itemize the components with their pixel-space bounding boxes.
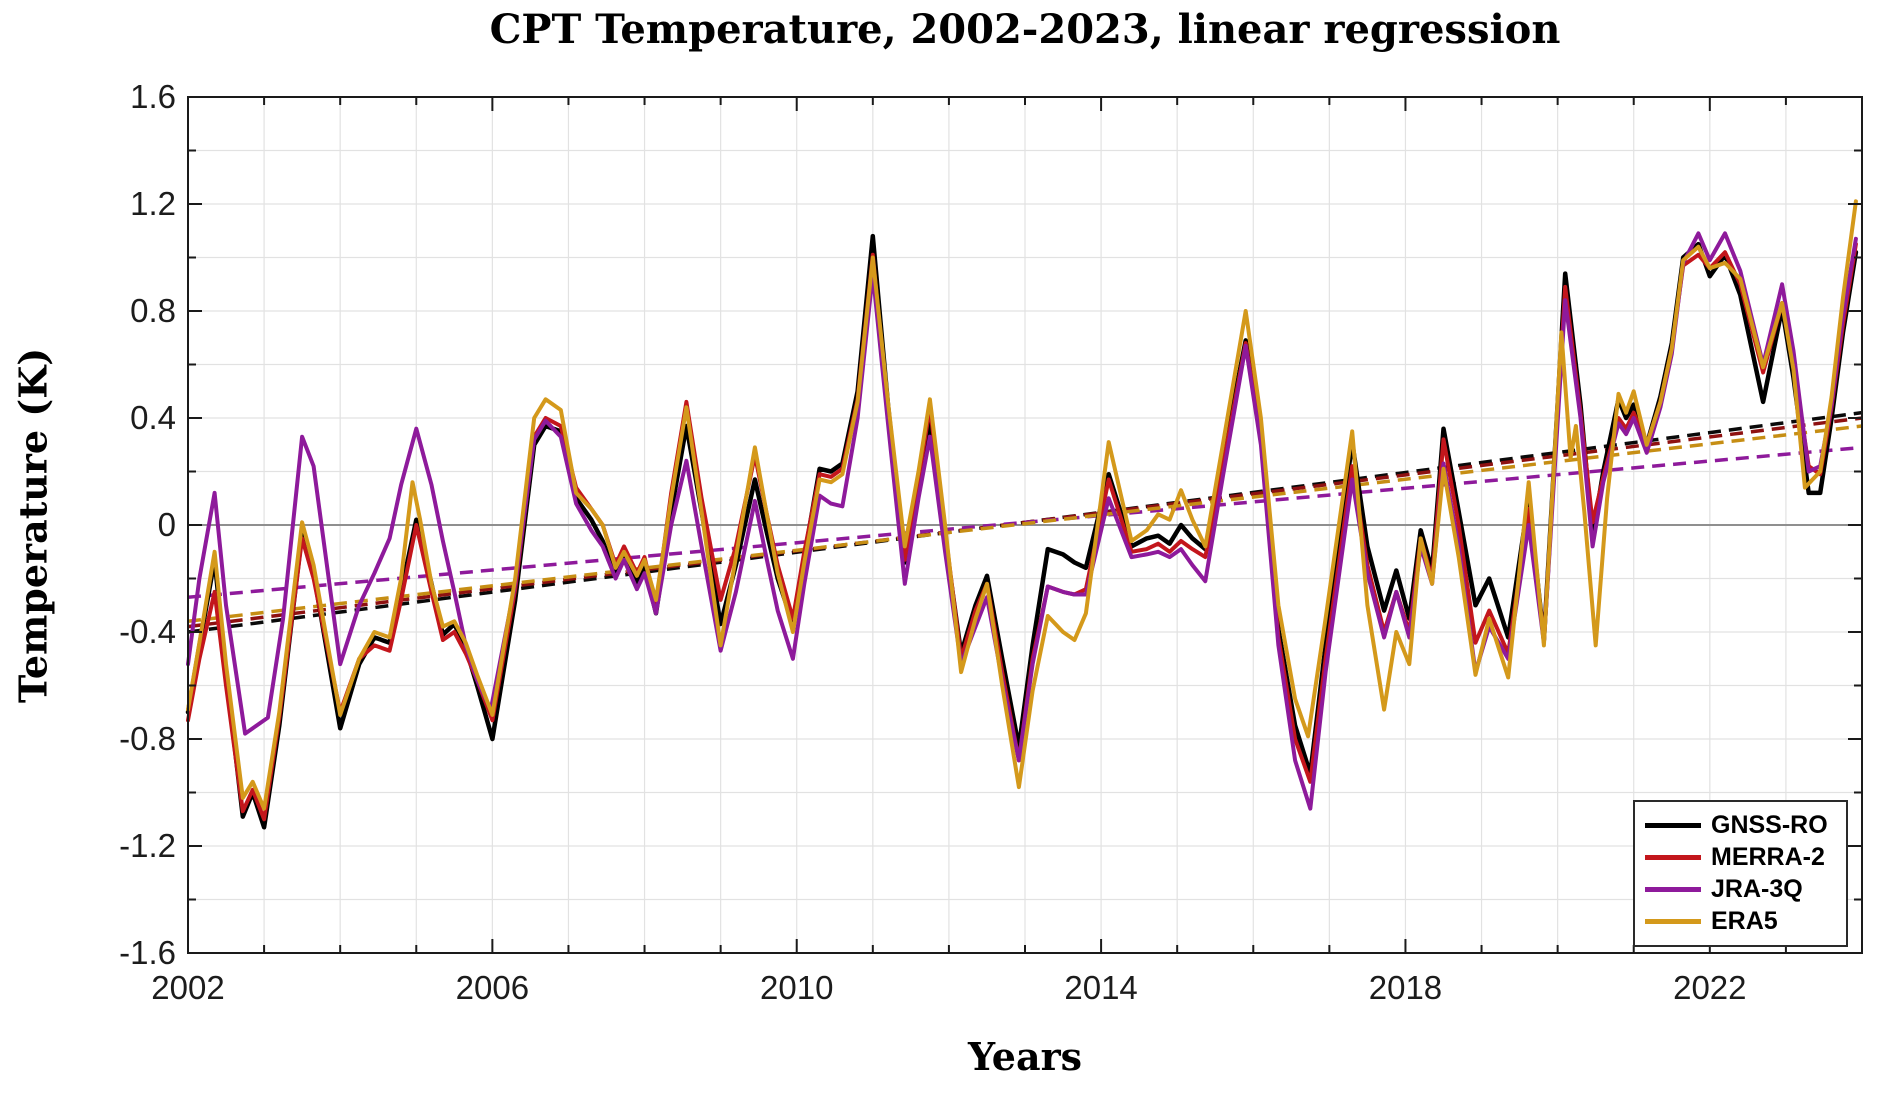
trend-lines — [187, 410, 1863, 634]
y-tick-labels: 1.6 1.2 0.8 0.4 0 -0.4 -0.8 -1.2 -1.6 — [119, 78, 176, 971]
legend-item: MERRA-2 — [1645, 845, 1836, 870]
legend: GNSS-RO MERRA-2 JRA-3Q ERA5 — [1633, 800, 1848, 947]
y-tick-label: -1.2 — [119, 827, 176, 864]
x-tick-label: 2010 — [760, 969, 833, 1006]
legend-item: JRA-3Q — [1645, 877, 1836, 902]
tick-marks — [187, 96, 1863, 954]
y-tick-label: -1.6 — [119, 934, 176, 971]
legend-item: GNSS-RO — [1645, 813, 1836, 838]
y-tick-label: 1.6 — [130, 78, 176, 115]
x-tick-label: 2014 — [1064, 969, 1137, 1006]
legend-item-label: JRA-3Q — [1711, 875, 1803, 903]
legend-line-swatch-GNSS-RO — [1645, 823, 1701, 828]
x-axis-label: Years — [967, 1034, 1083, 1079]
y-tick-label: 1.2 — [130, 185, 176, 222]
legend-line-swatch-ERA5 — [1645, 919, 1701, 924]
legend-item-label: GNSS-RO — [1711, 811, 1828, 839]
trend-line-ERA5 linear trend — [187, 424, 1863, 624]
y-tick-label: -0.8 — [119, 720, 176, 757]
series-line-ERA5 — [186, 199, 1858, 811]
y-tick-label: 0.4 — [130, 399, 176, 436]
legend-line-swatch-MERRA-2 — [1645, 855, 1701, 860]
legend-item-label: ERA5 — [1711, 907, 1778, 935]
x-tick-label: 2002 — [151, 969, 224, 1006]
y-tick-label: -0.4 — [119, 613, 176, 650]
y-tick-label: 0 — [158, 506, 176, 543]
x-tick-label: 2006 — [456, 969, 529, 1006]
legend-item: ERA5 — [1645, 909, 1836, 934]
data-series — [185, 199, 1859, 830]
legend-item-label: MERRA-2 — [1711, 843, 1825, 871]
chart-title: CPT Temperature, 2002-2023, linear regre… — [489, 6, 1561, 53]
y-tick-label: 0.8 — [130, 292, 176, 329]
x-tick-labels: 2002 2006 2010 2014 2018 2022 — [151, 969, 1746, 1006]
x-tick-label: 2022 — [1673, 969, 1746, 1006]
x-tick-label: 2018 — [1369, 969, 1442, 1006]
legend-line-swatch-JRA-3Q — [1645, 887, 1701, 892]
